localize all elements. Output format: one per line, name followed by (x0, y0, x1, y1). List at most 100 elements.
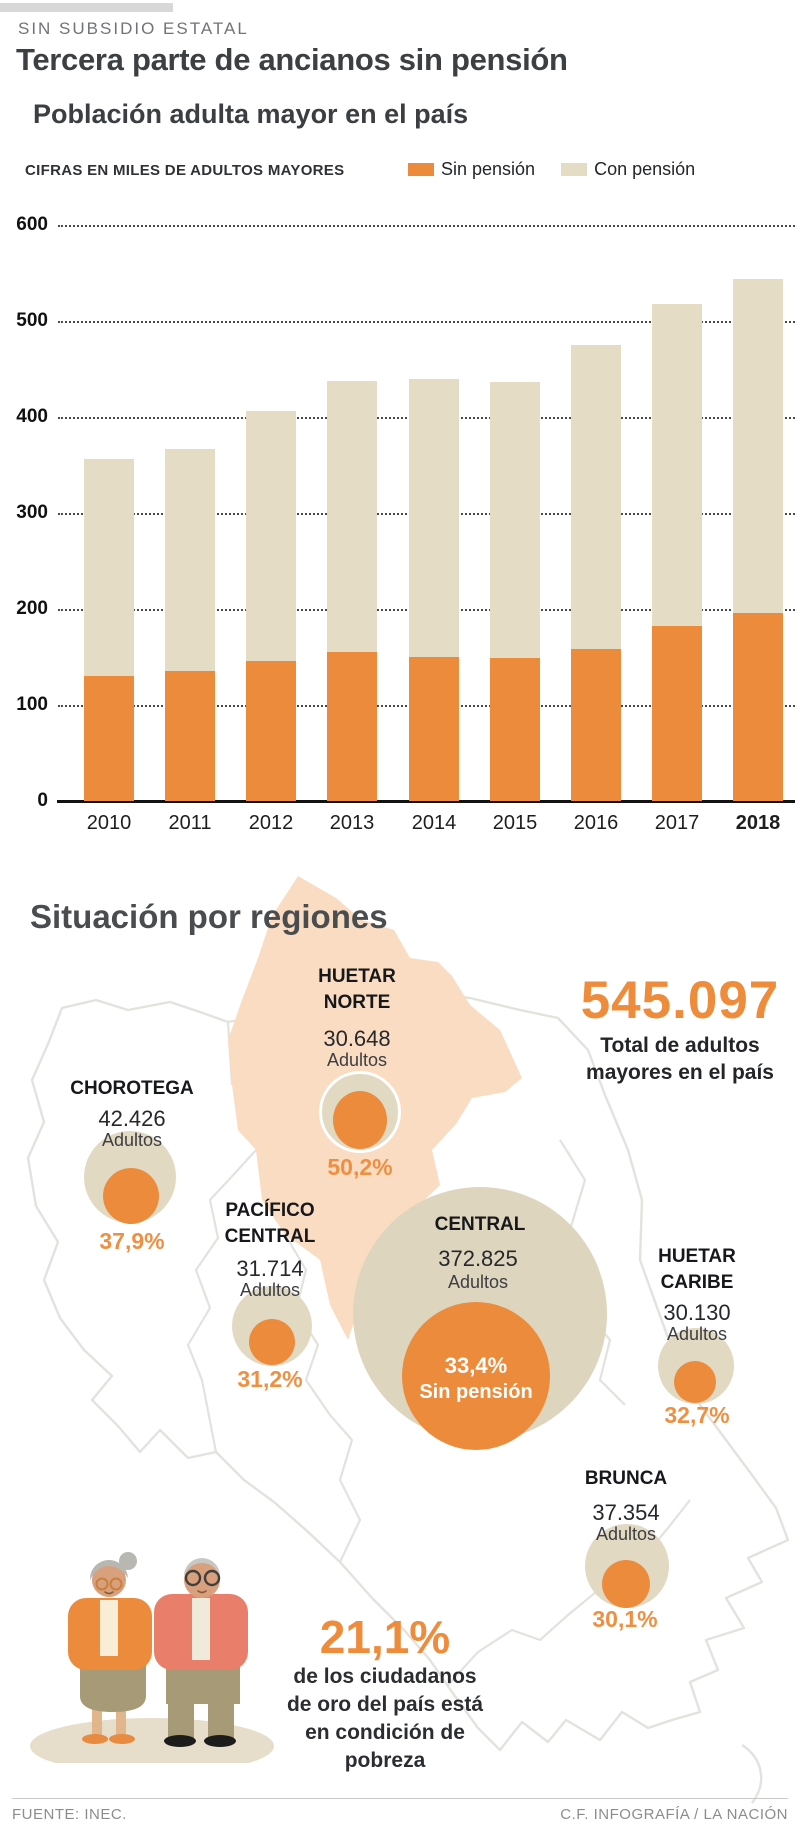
woman-figure (68, 1552, 152, 1744)
region-percent-value: 33,4% (444, 1353, 508, 1378)
region-circle-chorotega (84, 1131, 176, 1224)
region-percent-huetar-caribe: 32,7% (664, 1402, 730, 1428)
x-axis-label-2010: 2010 (86, 812, 132, 834)
region-circle-inner-huetar-caribe (674, 1361, 716, 1403)
region-name-pacifico-central: PACÍFICO CENTRAL (190, 1198, 350, 1250)
map-southern-tail (741, 1743, 763, 1804)
legend-item-con-pension: Con pensión (561, 159, 695, 180)
legend-label-con-pension: Con pensión (594, 159, 696, 179)
y-axis-label-300: 300 (16, 502, 48, 523)
chart-units-note: CIFRAS EN MILES DE ADULTOS MAYORES (25, 162, 345, 179)
x-axis-label-2012: 2012 (248, 812, 294, 834)
legend-swatch-sin-pension (408, 163, 434, 176)
bar-segment-con-pension-2017 (652, 303, 702, 627)
poverty-line: pobreza (344, 1748, 426, 1772)
bar-segment-con-pension-2012 (246, 411, 296, 661)
region-name-line: CENTRAL (224, 1226, 316, 1248)
region-circle-inner-chorotega (103, 1168, 159, 1224)
poverty-line: en condición de (305, 1720, 465, 1744)
region-circle-huetar-norte (319, 1071, 401, 1153)
bar-segment-sin-pension-2018 (733, 612, 783, 801)
region-boundary-pacifico (285, 1235, 362, 1563)
country-outline (26, 990, 790, 1752)
region-name-chorotega: CHOROTEGA (70, 1078, 194, 1099)
legend-label-sin-pension: Sin pensión (441, 159, 536, 179)
poverty-line: de los ciudadanos (293, 1665, 477, 1688)
bar-segment-con-pension-2010 (84, 459, 134, 677)
bar-segment-con-pension-2018 (733, 278, 783, 613)
y-axis-label-200: 200 (16, 598, 48, 619)
region-adults-chorotega: 42.426 (98, 1106, 166, 1131)
region-name-central: CENTRAL (434, 1214, 526, 1235)
bar-segment-sin-pension-2011 (165, 671, 215, 801)
region-adults-pacifico-central: 31.714 (236, 1256, 304, 1281)
chart-legend: Sin pensión Con pensión (408, 159, 695, 180)
top-accent-bar (0, 3, 173, 12)
country-total-value: 545.097 (580, 971, 780, 1030)
footer-divider (12, 1798, 788, 1799)
region-percent-brunca: 30,1% (592, 1606, 658, 1632)
chart-title: Población adulta mayor en el país (33, 99, 469, 129)
region-circle-inner-central (402, 1302, 550, 1450)
region-circle-brunca (585, 1524, 669, 1608)
region-name-line: PACÍFICO (225, 1200, 315, 1221)
poverty-line: de oro del país está (286, 1692, 484, 1716)
region-percent-central: 33,4% Sin pensión (402, 1352, 550, 1405)
bar-segment-sin-pension-2010 (84, 676, 134, 801)
bar-segment-sin-pension-2012 (246, 660, 296, 801)
region-adults-label-chorotega: Adultos (101, 1130, 163, 1150)
region-adults-label-brunca: Adultos (595, 1524, 657, 1544)
poverty-percent: 21,1% (319, 1611, 451, 1663)
gridline-600 (58, 225, 795, 227)
region-name-huetar-caribe: HUETAR CARIBE (617, 1244, 777, 1296)
footer-source: FUENTE: INEC. (12, 1806, 127, 1823)
region-adults-huetar-norte: 30.648 (323, 1026, 391, 1051)
regions-section-title: Situación por regiones (30, 898, 388, 935)
x-axis-label-2014: 2014 (411, 812, 457, 834)
region-name-brunca: BRUNCA (584, 1468, 668, 1489)
region-adults-central: 372.825 (438, 1246, 518, 1271)
x-axis-label-2015: 2015 (492, 812, 538, 834)
bar-segment-con-pension-2014 (409, 378, 459, 657)
region-percent-pacifico-central: 31,2% (237, 1366, 303, 1392)
region-circle-pacifico-central (232, 1286, 312, 1366)
region-circle-inner-pacifico-central (249, 1319, 295, 1365)
region-circle-huetar-caribe (658, 1328, 734, 1404)
region-adults-huetar-caribe: 30.130 (663, 1300, 731, 1325)
bar-segment-sin-pension-2017 (652, 626, 702, 801)
region-adults-label-huetar-norte: Adultos (326, 1050, 388, 1070)
region-adults-brunca: 37.354 (592, 1500, 660, 1525)
region-percent-chorotega: 37,9% (99, 1228, 165, 1254)
x-axis-line (57, 800, 795, 803)
region-circle-inner-brunca (602, 1560, 650, 1608)
y-axis-label-500: 500 (16, 310, 48, 331)
region-name-huetar-norte: HUETAR NORTE (277, 964, 437, 1016)
footer-credit: C.F. INFOGRAFÍA / LA NACIÓN (560, 1806, 788, 1823)
region-adults-label-pacifico-central: Adultos (239, 1280, 301, 1300)
bar-segment-con-pension-2015 (490, 382, 540, 658)
y-axis-label-400: 400 (16, 406, 48, 427)
y-axis-label-600: 600 (16, 214, 48, 235)
x-axis-label-2016: 2016 (573, 812, 619, 834)
bar-segment-sin-pension-2014 (409, 657, 459, 801)
region-percent-huetar-norte: 50,2% (327, 1154, 393, 1180)
region-adults-label-central: Adultos (447, 1272, 509, 1292)
gridline-500 (58, 321, 795, 323)
country-total-label: Total de adultos mayores en el país (548, 1032, 800, 1087)
elderly-couple-illustration (30, 1552, 274, 1763)
bar-segment-con-pension-2013 (327, 380, 377, 653)
legend-item-sin-pension: Sin pensión (408, 159, 535, 180)
legend-swatch-con-pension (561, 163, 588, 176)
page-title: Tercera parte de ancianos sin pensión (16, 42, 568, 77)
poverty-description: de los ciudadanos de oro del país está e… (238, 1663, 532, 1775)
region-name-line: HUETAR (658, 1246, 736, 1267)
region-name-line: CARIBE (660, 1272, 734, 1294)
x-axis-label-2018: 2018 (735, 812, 781, 834)
region-name-line: HUETAR (318, 966, 396, 987)
country-total-label-line2: mayores en el país (586, 1061, 774, 1085)
kicker: SIN SUBSIDIO ESTATAL (18, 19, 249, 38)
bar-segment-con-pension-2011 (165, 448, 215, 672)
x-axis-label-2011: 2011 (168, 812, 212, 834)
region-circle-inner-huetar-norte (333, 1091, 387, 1149)
